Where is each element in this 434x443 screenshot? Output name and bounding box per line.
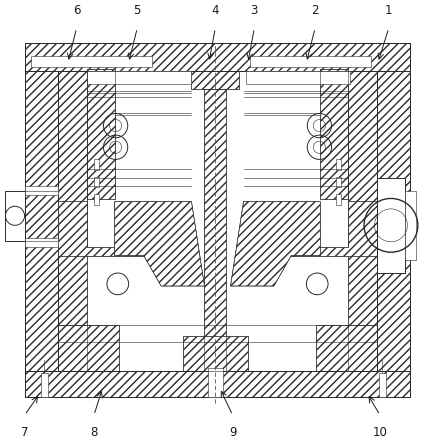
Polygon shape xyxy=(286,202,376,256)
Bar xyxy=(24,71,58,371)
Bar xyxy=(204,89,226,371)
Polygon shape xyxy=(58,202,148,256)
Bar xyxy=(24,43,410,71)
Bar xyxy=(376,178,404,273)
Bar xyxy=(58,325,119,371)
Text: 5: 5 xyxy=(133,4,141,17)
Bar xyxy=(94,194,99,205)
Bar xyxy=(58,71,86,371)
Bar xyxy=(348,71,376,371)
Bar xyxy=(94,159,99,170)
Bar xyxy=(182,336,247,371)
Bar xyxy=(24,371,410,396)
Polygon shape xyxy=(230,202,319,286)
Text: 4: 4 xyxy=(211,4,219,17)
Bar xyxy=(335,194,340,205)
Bar xyxy=(86,69,115,199)
Bar xyxy=(24,371,410,396)
Bar xyxy=(378,373,385,396)
Bar xyxy=(5,190,25,241)
Bar xyxy=(250,56,371,67)
Bar xyxy=(404,190,415,260)
Bar xyxy=(40,373,47,396)
Text: 6: 6 xyxy=(72,4,80,17)
Bar xyxy=(335,177,340,187)
Bar xyxy=(315,325,376,371)
Bar xyxy=(24,71,58,371)
Text: 9: 9 xyxy=(228,426,236,439)
Bar xyxy=(335,159,340,170)
Bar xyxy=(86,71,190,85)
Bar xyxy=(245,71,349,85)
Bar xyxy=(94,177,99,187)
Bar xyxy=(24,43,410,71)
Bar xyxy=(31,56,152,67)
Text: 2: 2 xyxy=(311,4,318,17)
Bar xyxy=(191,71,239,89)
Text: 7: 7 xyxy=(21,426,28,439)
Bar xyxy=(376,71,410,371)
Bar xyxy=(207,369,223,396)
Bar xyxy=(315,325,376,371)
Bar xyxy=(348,71,376,371)
Polygon shape xyxy=(115,202,204,286)
Bar xyxy=(204,89,226,371)
Bar xyxy=(24,238,58,247)
Bar xyxy=(319,69,348,199)
Text: 8: 8 xyxy=(90,426,97,439)
Bar xyxy=(86,69,115,199)
Bar xyxy=(376,71,410,371)
Bar xyxy=(58,325,119,371)
Bar xyxy=(58,71,86,371)
Text: 1: 1 xyxy=(384,4,391,17)
Text: 3: 3 xyxy=(250,4,257,17)
Bar xyxy=(191,71,239,89)
Text: 10: 10 xyxy=(372,426,387,439)
Bar xyxy=(319,69,348,199)
Bar xyxy=(182,336,247,371)
Bar xyxy=(24,187,58,195)
